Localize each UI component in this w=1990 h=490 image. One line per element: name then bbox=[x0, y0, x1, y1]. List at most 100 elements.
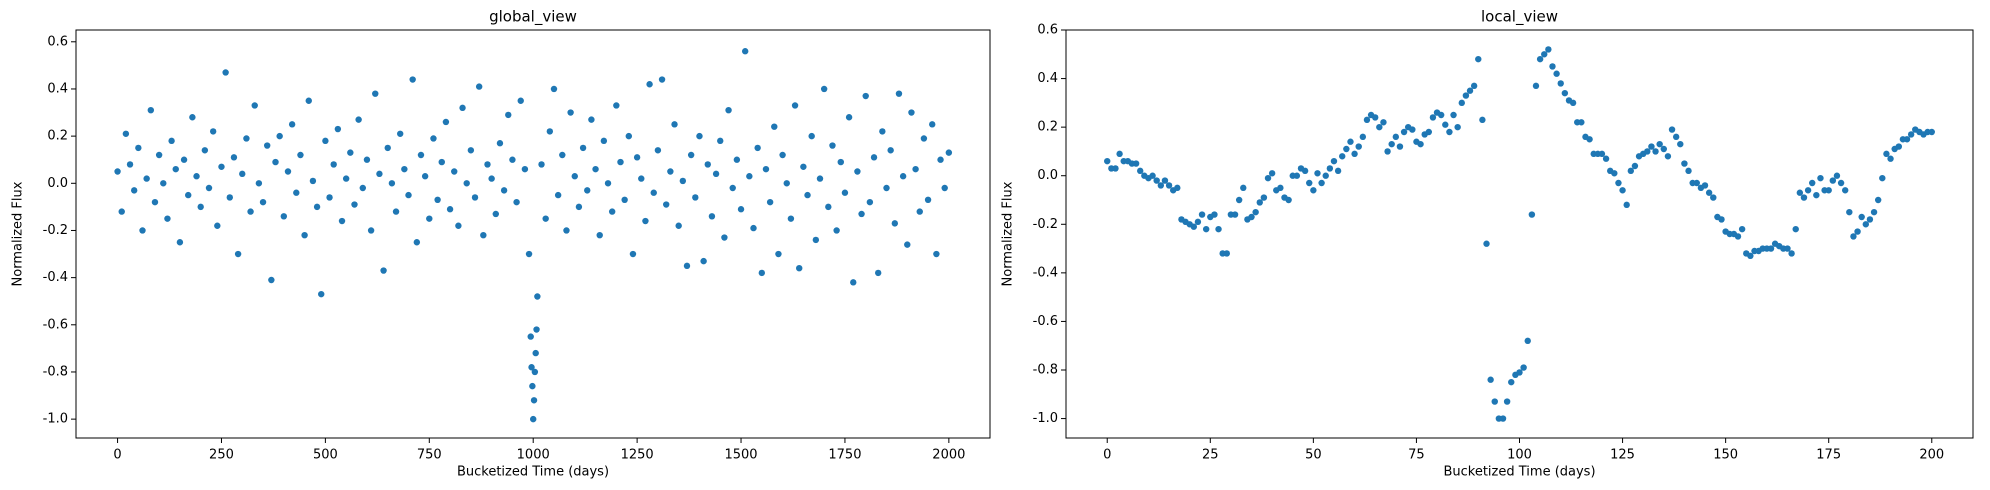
point bbox=[139, 227, 146, 234]
point bbox=[475, 83, 483, 90]
point bbox=[1887, 155, 1894, 162]
point bbox=[1384, 148, 1391, 155]
point bbox=[1442, 121, 1449, 128]
point bbox=[567, 109, 574, 116]
point bbox=[683, 262, 691, 270]
point bbox=[305, 97, 312, 104]
point bbox=[1788, 250, 1795, 257]
point bbox=[654, 147, 662, 154]
x-tick-label: 125 bbox=[1610, 448, 1635, 463]
point bbox=[1536, 55, 1544, 63]
point bbox=[1306, 179, 1313, 187]
point bbox=[1870, 208, 1878, 216]
point bbox=[1656, 140, 1663, 148]
point bbox=[530, 397, 538, 404]
point bbox=[1553, 70, 1560, 77]
point bbox=[1784, 245, 1791, 252]
point bbox=[347, 149, 354, 156]
y-tick-label: 0.0 bbox=[1037, 168, 1058, 183]
point bbox=[1425, 128, 1433, 136]
point bbox=[1363, 116, 1371, 124]
point bbox=[667, 168, 674, 175]
point bbox=[214, 222, 221, 229]
point bbox=[255, 180, 263, 187]
point bbox=[1318, 179, 1325, 187]
point bbox=[430, 135, 437, 142]
point bbox=[168, 137, 175, 145]
x-tick-label: 1750 bbox=[828, 448, 861, 463]
point bbox=[933, 250, 940, 258]
point bbox=[642, 217, 649, 225]
point bbox=[825, 203, 832, 211]
point bbox=[529, 382, 536, 390]
point bbox=[895, 90, 903, 97]
point bbox=[816, 175, 824, 182]
y-tick-label: -0.2 bbox=[1033, 217, 1058, 232]
y-axis-label: Normalized Flux bbox=[1001, 181, 1016, 286]
point bbox=[126, 161, 134, 168]
point bbox=[247, 208, 254, 215]
point bbox=[663, 201, 670, 208]
point bbox=[1380, 119, 1387, 126]
point bbox=[301, 231, 308, 239]
point bbox=[812, 236, 820, 244]
point bbox=[633, 154, 641, 161]
point bbox=[1569, 99, 1577, 107]
point bbox=[1256, 199, 1263, 206]
point bbox=[1326, 165, 1334, 172]
point bbox=[318, 290, 325, 298]
point bbox=[696, 132, 703, 140]
point bbox=[531, 368, 539, 376]
point bbox=[276, 132, 283, 140]
x-tick-label: 200 bbox=[1919, 448, 1944, 463]
point bbox=[554, 191, 562, 199]
point bbox=[209, 128, 217, 135]
point bbox=[1466, 87, 1474, 94]
point bbox=[596, 231, 603, 239]
point bbox=[322, 137, 329, 145]
point bbox=[492, 210, 499, 218]
point bbox=[758, 269, 766, 277]
point bbox=[130, 187, 138, 194]
point bbox=[1314, 170, 1321, 177]
point bbox=[1268, 170, 1276, 177]
point bbox=[563, 227, 570, 234]
y-tick-label: -1.0 bbox=[1033, 411, 1058, 426]
point bbox=[451, 168, 458, 175]
point bbox=[1194, 218, 1202, 226]
point bbox=[438, 158, 445, 166]
point bbox=[1598, 150, 1606, 158]
point bbox=[687, 151, 695, 159]
x-axis-label: Bucketized Time (days) bbox=[1443, 465, 1595, 480]
point bbox=[367, 227, 375, 234]
point bbox=[837, 158, 844, 166]
point bbox=[1578, 119, 1585, 126]
chart-title: global_view bbox=[489, 8, 577, 27]
point bbox=[1767, 245, 1775, 252]
point bbox=[1846, 208, 1853, 216]
point bbox=[1681, 160, 1688, 167]
point bbox=[230, 154, 238, 161]
point bbox=[704, 161, 711, 168]
point bbox=[550, 85, 558, 93]
point bbox=[1429, 114, 1437, 121]
point bbox=[754, 144, 761, 152]
point bbox=[912, 165, 919, 173]
point bbox=[650, 189, 657, 196]
point bbox=[263, 142, 271, 149]
point bbox=[1334, 167, 1342, 175]
point bbox=[517, 97, 524, 104]
point bbox=[1458, 99, 1465, 107]
point bbox=[284, 168, 292, 175]
point bbox=[527, 333, 534, 340]
y-tick-label: 0.0 bbox=[47, 176, 68, 191]
point bbox=[746, 173, 753, 180]
point bbox=[532, 349, 539, 357]
point bbox=[1685, 167, 1692, 175]
y-axis-label: Normalized Flux bbox=[11, 181, 26, 286]
point bbox=[1833, 172, 1841, 179]
point bbox=[533, 326, 540, 333]
point bbox=[725, 106, 732, 114]
point bbox=[1738, 225, 1746, 233]
point bbox=[588, 116, 595, 123]
